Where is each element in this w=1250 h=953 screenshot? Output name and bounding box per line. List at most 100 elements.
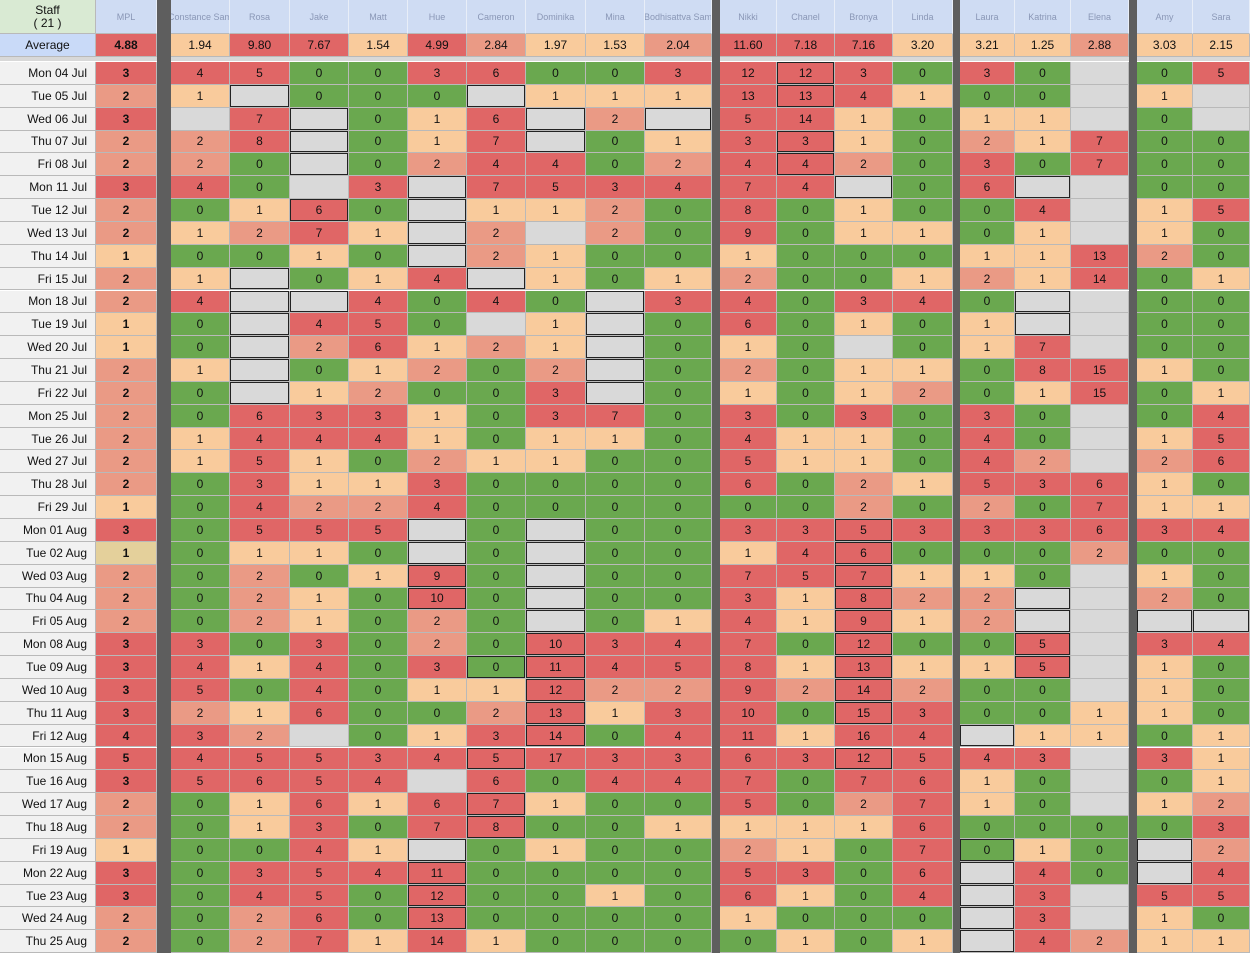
roster-cell[interactable]: 4: [230, 496, 290, 519]
roster-cell[interactable]: [467, 267, 526, 291]
roster-cell[interactable]: 0: [1137, 381, 1193, 405]
roster-cell[interactable]: [1015, 587, 1071, 611]
roster-cell[interactable]: 2: [290, 336, 349, 360]
roster-cell[interactable]: 0: [586, 130, 645, 154]
roster-cell[interactable]: 1: [960, 336, 1015, 360]
roster-cell[interactable]: 3: [1137, 747, 1193, 771]
roster-cell[interactable]: 1: [1137, 221, 1193, 245]
roster-cell[interactable]: [526, 587, 586, 611]
roster-cell[interactable]: 0: [526, 473, 586, 497]
roster-cell[interactable]: 1: [96, 541, 157, 565]
roster-cell[interactable]: [1015, 610, 1071, 634]
roster-cell[interactable]: 2: [467, 244, 526, 268]
roster-cell[interactable]: [467, 84, 526, 108]
roster-cell[interactable]: 0: [960, 84, 1015, 108]
roster-cell[interactable]: 3: [1015, 473, 1071, 497]
roster-cell[interactable]: 7: [1071, 153, 1129, 177]
roster-cell[interactable]: 0: [230, 153, 290, 177]
roster-cell[interactable]: 1: [408, 107, 467, 131]
roster-cell[interactable]: 3: [1015, 519, 1071, 542]
roster-cell[interactable]: 4: [835, 84, 893, 108]
roster-cell[interactable]: 2: [960, 130, 1015, 154]
roster-cell[interactable]: 1: [1015, 267, 1071, 291]
roster-cell[interactable]: 0: [777, 633, 835, 657]
roster-cell[interactable]: 0: [893, 336, 953, 360]
roster-cell[interactable]: 4: [1015, 861, 1071, 885]
roster-cell[interactable]: 3: [835, 404, 893, 428]
roster-cell[interactable]: 9: [720, 221, 777, 245]
roster-cell[interactable]: 1: [526, 313, 586, 337]
roster-cell[interactable]: 7: [835, 564, 893, 588]
roster-cell[interactable]: [1071, 62, 1129, 85]
roster-cell[interactable]: 0: [645, 541, 712, 565]
roster-cell[interactable]: 0: [835, 267, 893, 291]
roster-cell[interactable]: 1: [960, 244, 1015, 268]
roster-cell[interactable]: 0: [777, 336, 835, 360]
roster-cell[interactable]: 6: [720, 747, 777, 771]
roster-cell[interactable]: 0: [171, 381, 230, 405]
roster-cell[interactable]: 2: [645, 678, 712, 702]
roster-cell[interactable]: 9: [835, 610, 893, 634]
roster-cell[interactable]: 0: [171, 587, 230, 611]
roster-cell[interactable]: 0: [171, 838, 230, 862]
roster-cell[interactable]: 1: [645, 816, 712, 839]
roster-cell[interactable]: 4: [408, 496, 467, 519]
roster-cell[interactable]: 1: [526, 267, 586, 291]
roster-cell[interactable]: 1: [1137, 701, 1193, 725]
roster-cell[interactable]: 7: [835, 770, 893, 794]
roster-cell[interactable]: 1: [835, 313, 893, 337]
roster-cell[interactable]: 1: [349, 221, 408, 245]
roster-cell[interactable]: 0: [645, 404, 712, 428]
roster-cell[interactable]: 1: [835, 221, 893, 245]
roster-cell[interactable]: 8: [720, 199, 777, 222]
roster-cell[interactable]: [586, 359, 645, 382]
roster-cell[interactable]: 3: [960, 519, 1015, 542]
roster-cell[interactable]: 3: [96, 861, 157, 885]
roster-cell[interactable]: 1: [526, 427, 586, 451]
column-header[interactable]: Jake: [290, 0, 349, 34]
roster-cell[interactable]: 1: [290, 587, 349, 611]
roster-cell[interactable]: 1: [1015, 838, 1071, 862]
roster-cell[interactable]: [1071, 199, 1129, 222]
roster-cell[interactable]: [1015, 290, 1071, 314]
roster-cell[interactable]: [290, 176, 349, 200]
roster-cell[interactable]: 0: [1071, 838, 1129, 862]
roster-cell[interactable]: 0: [349, 656, 408, 679]
roster-cell[interactable]: [408, 519, 467, 542]
roster-cell[interactable]: 5: [1193, 427, 1250, 451]
roster-cell[interactable]: 2: [586, 221, 645, 245]
roster-cell[interactable]: 0: [171, 930, 230, 953]
roster-cell[interactable]: 0: [586, 610, 645, 634]
roster-cell[interactable]: 1: [1015, 724, 1071, 748]
roster-cell[interactable]: 1: [1015, 107, 1071, 131]
roster-cell[interactable]: 0: [171, 336, 230, 360]
roster-cell[interactable]: 1: [1137, 473, 1193, 497]
column-header[interactable]: MPL: [96, 0, 157, 34]
roster-cell[interactable]: 1: [1137, 656, 1193, 679]
roster-cell[interactable]: 3: [290, 816, 349, 839]
roster-cell[interactable]: 5: [526, 176, 586, 200]
roster-cell[interactable]: 0: [645, 496, 712, 519]
roster-cell[interactable]: 16: [835, 724, 893, 748]
roster-cell[interactable]: 13: [777, 84, 835, 108]
roster-cell[interactable]: 7: [408, 816, 467, 839]
roster-cell[interactable]: [1071, 633, 1129, 657]
roster-cell[interactable]: [408, 221, 467, 245]
roster-cell[interactable]: [230, 84, 290, 108]
roster-cell[interactable]: 2: [96, 587, 157, 611]
roster-cell[interactable]: 0: [349, 130, 408, 154]
roster-cell[interactable]: 0: [230, 633, 290, 657]
roster-cell[interactable]: 0: [467, 404, 526, 428]
roster-cell[interactable]: 6: [290, 701, 349, 725]
roster-cell[interactable]: 5: [290, 884, 349, 908]
roster-cell[interactable]: 4: [408, 267, 467, 291]
column-header[interactable]: Nikki: [720, 0, 777, 34]
roster-cell[interactable]: 2: [835, 473, 893, 497]
roster-cell[interactable]: 4: [467, 153, 526, 177]
roster-cell[interactable]: 0: [1137, 153, 1193, 177]
roster-cell[interactable]: 0: [171, 496, 230, 519]
roster-cell[interactable]: 3: [408, 473, 467, 497]
roster-cell[interactable]: [960, 930, 1015, 953]
roster-cell[interactable]: 2: [1015, 450, 1071, 474]
roster-cell[interactable]: 7: [1071, 496, 1129, 519]
